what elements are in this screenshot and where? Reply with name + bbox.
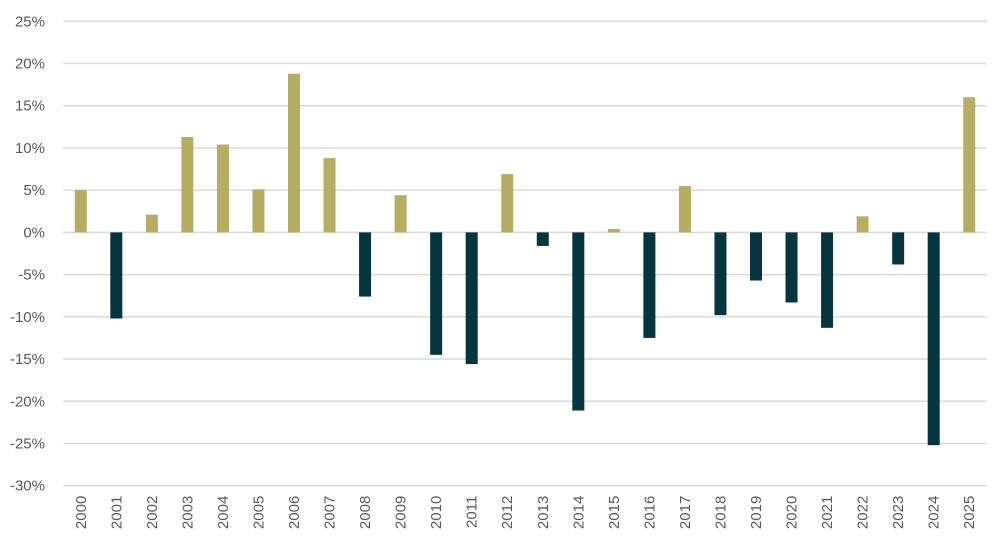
- x-tick-label: 2020: [784, 496, 801, 529]
- bar-2016: [643, 232, 656, 338]
- x-tick-label: 2021: [819, 496, 836, 529]
- y-tick-label: 25%: [15, 13, 45, 30]
- gridlines: [63, 20, 987, 487]
- x-tick-label: 2001: [108, 496, 125, 529]
- bar-2006: [288, 73, 300, 233]
- y-tick-label: -30%: [10, 478, 45, 495]
- bar-2019: [750, 232, 762, 281]
- bar-2009: [394, 195, 407, 233]
- bar-2004: [216, 144, 229, 233]
- x-tick-label: 2016: [641, 496, 658, 529]
- x-tick-label: 2015: [606, 496, 623, 529]
- bar-2003: [181, 136, 194, 233]
- x-tick-label: 2004: [215, 496, 232, 529]
- bar-2000: [74, 190, 87, 233]
- y-tick-label: -20%: [10, 393, 45, 410]
- x-tick-label: 2010: [428, 496, 445, 529]
- bar-2007: [323, 158, 336, 233]
- x-tick-label: 2000: [73, 496, 90, 529]
- bars: [74, 73, 976, 446]
- x-tick-label: 2002: [144, 496, 161, 529]
- y-tick-label: -15%: [10, 351, 45, 368]
- bar-2024: [927, 232, 940, 446]
- y-tick-label: -25%: [10, 435, 45, 452]
- bar-2002: [145, 214, 158, 233]
- bar-2013: [536, 232, 549, 246]
- x-tick-label: 2025: [961, 496, 978, 529]
- y-tick-label: 10%: [15, 140, 45, 157]
- x-tick-label: 2018: [712, 496, 729, 529]
- x-tick-label: 2012: [499, 496, 516, 529]
- y-tick-label: 0%: [23, 224, 45, 241]
- x-tick-label: 2019: [748, 496, 765, 529]
- x-tick-label: 2011: [464, 496, 481, 528]
- x-tick-label: 2014: [570, 496, 587, 529]
- bar-2018: [714, 232, 727, 316]
- x-tick-label: 2009: [393, 496, 410, 529]
- bar-2021: [821, 232, 834, 328]
- bar-2008: [359, 232, 372, 297]
- x-tick-label: 2005: [250, 496, 267, 529]
- bar-2020: [785, 232, 798, 303]
- y-tick-label: -5%: [18, 267, 45, 284]
- y-tick-label: 5%: [23, 182, 45, 199]
- x-tick-label: 2008: [357, 496, 374, 529]
- x-tick-label: 2017: [677, 496, 694, 529]
- bar-2005: [252, 189, 265, 233]
- bar-2014: [572, 232, 585, 411]
- y-tick-label: -10%: [10, 309, 45, 326]
- bar-2001: [110, 232, 123, 319]
- bar-2025: [963, 97, 976, 233]
- x-tick-label: 2013: [535, 496, 552, 529]
- x-tick-label: 2023: [890, 496, 907, 529]
- x-tick-label: 2003: [179, 496, 196, 529]
- y-tick-label: 15%: [15, 98, 45, 115]
- x-tick-label: 2006: [286, 496, 303, 529]
- bar-2022: [856, 216, 869, 233]
- y-axis-ticks: 25% 20% 15% 10% 5% 0% -5% -10% -15% -20% -25% -30%: [10, 13, 45, 494]
- bar-2010: [430, 232, 443, 355]
- bar-2015: [607, 229, 620, 233]
- bar-2023: [892, 232, 905, 265]
- bar-2012: [501, 174, 514, 233]
- x-tick-label: 2024: [926, 496, 943, 529]
- x-tick-label: 2022: [855, 496, 872, 529]
- x-axis-ticks: 2000 2001 2002 2003 2004 2005 2006 2007 2008 2009…: [73, 496, 978, 529]
- x-tick-label: 2007: [322, 496, 339, 529]
- bar-2017: [678, 185, 691, 233]
- bar-2011: [465, 232, 478, 365]
- y-tick-label: 20%: [15, 56, 45, 73]
